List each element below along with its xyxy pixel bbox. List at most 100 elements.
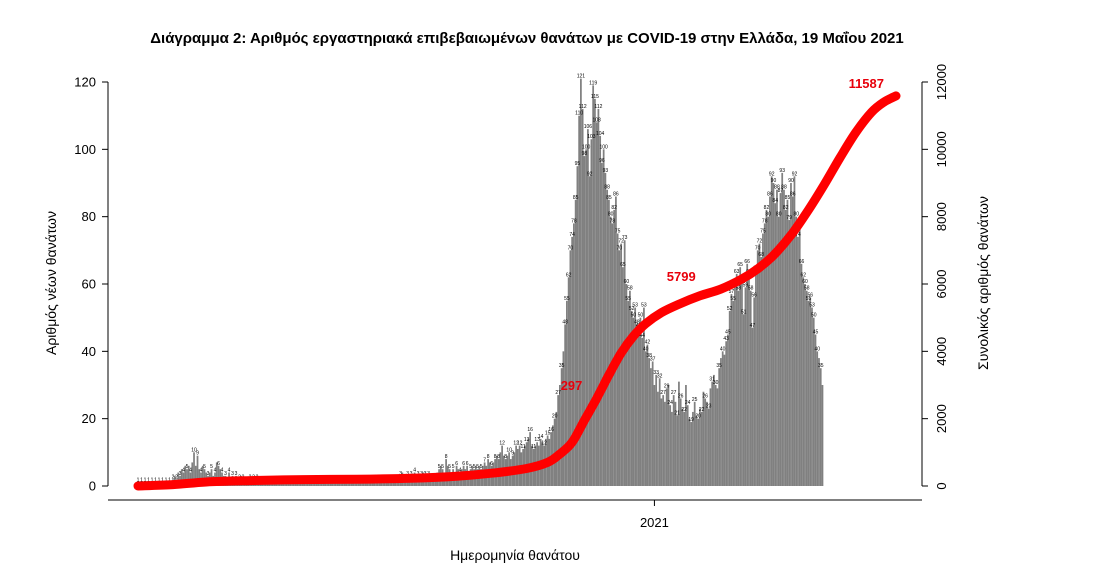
bar [567,277,570,486]
bar [655,374,658,486]
y-right-tick-label: 8000 [934,202,949,231]
bar [299,482,302,486]
bar [819,368,822,486]
bar [783,189,785,487]
bar [728,310,731,486]
bar [790,183,792,486]
bar [732,300,735,486]
bar [196,455,199,486]
bar [613,209,616,486]
bar-value-label: 53 [641,303,647,309]
bar-value-label: 50 [638,313,644,319]
bar-value-label: 72 [757,239,763,245]
bar-value-label: 95 [575,161,581,167]
bar-value-label: 8 [445,454,448,460]
bar [322,482,325,486]
bar [660,398,663,486]
bar [599,135,602,486]
bar-value-label: 68 [758,252,764,258]
bar [812,317,815,486]
bar-value-label: 55 [564,296,570,302]
bar [308,482,311,486]
bar-value-label: 63 [734,269,740,275]
bar [816,351,819,486]
bar-value-label: 26 [702,393,708,399]
bar [376,482,379,486]
bar-value-label: 8 [494,454,497,460]
y-right-tick-label: 0 [934,482,949,489]
bar [744,287,747,486]
y-left-tick-label: 80 [82,209,96,224]
bar [667,385,670,486]
bar-value-label: 90 [788,178,794,184]
bar-value-label: 40 [643,346,649,352]
bar-value-label: 13 [524,437,530,443]
bar-value-label: 7 [483,457,486,463]
bar-value-label: 1 [158,478,161,484]
bar-value-label: 74 [569,232,575,238]
bar-value-label: 27 [555,390,561,396]
bar-value-label: 8 [497,454,500,460]
bar [329,482,332,486]
bar [364,482,367,486]
bar-value-label: 5 [186,464,189,470]
bar [580,78,582,486]
bar [756,250,759,486]
bar [658,378,661,486]
bar [681,408,684,486]
bar [319,482,321,486]
bar-value-label: 55 [730,296,736,302]
y-right-tick-label: 12000 [934,64,949,100]
bar [198,469,201,486]
bar [800,263,803,486]
bar-value-label: 72 [618,239,624,245]
bar [695,415,698,486]
bar [529,432,531,486]
bar-value-label: 62 [566,272,572,278]
bar [639,317,642,486]
bar-value-label: 112 [579,104,587,110]
bar [562,351,565,486]
bar-value-label: 53 [809,303,815,309]
bar [373,482,376,486]
bar [730,294,733,486]
bar [690,422,693,486]
bar [770,176,773,486]
bar-value-label: 73 [622,235,628,241]
bar [180,469,183,486]
bar-value-label: 74 [795,232,801,238]
bar [693,401,696,486]
bar-value-label: 4 [182,468,185,474]
bar [737,290,740,486]
bar-value-label: 6 [455,461,458,467]
bar [735,273,738,486]
bar [217,465,220,486]
bar-value-label: 5 [441,464,444,470]
bar [709,388,712,486]
bar-value-label: 70 [568,245,574,251]
bar-value-label: 103 [587,134,596,140]
bar [357,482,360,486]
bar-value-label: 6 [217,461,220,467]
bar [573,223,575,486]
bar-value-label: 3 [399,471,402,477]
bar-value-label: 3 [235,471,238,477]
bar-value-label: 4 [459,468,462,474]
bar-value-label: 19 [688,417,694,423]
bar-value-label: 1 [137,478,140,484]
bar-value-label: 24 [667,400,673,406]
bar [786,199,789,486]
bar-value-label: 1 [144,478,147,484]
bar-value-label: 30 [713,380,719,386]
bar [345,482,348,486]
bar-value-label: 92 [769,171,775,177]
bar [359,482,362,486]
bar [636,324,638,486]
bar [774,203,777,486]
bar [781,172,784,486]
bar-value-label: 5 [473,464,476,470]
bar [748,273,750,486]
bar [320,482,323,486]
bar [380,482,383,486]
